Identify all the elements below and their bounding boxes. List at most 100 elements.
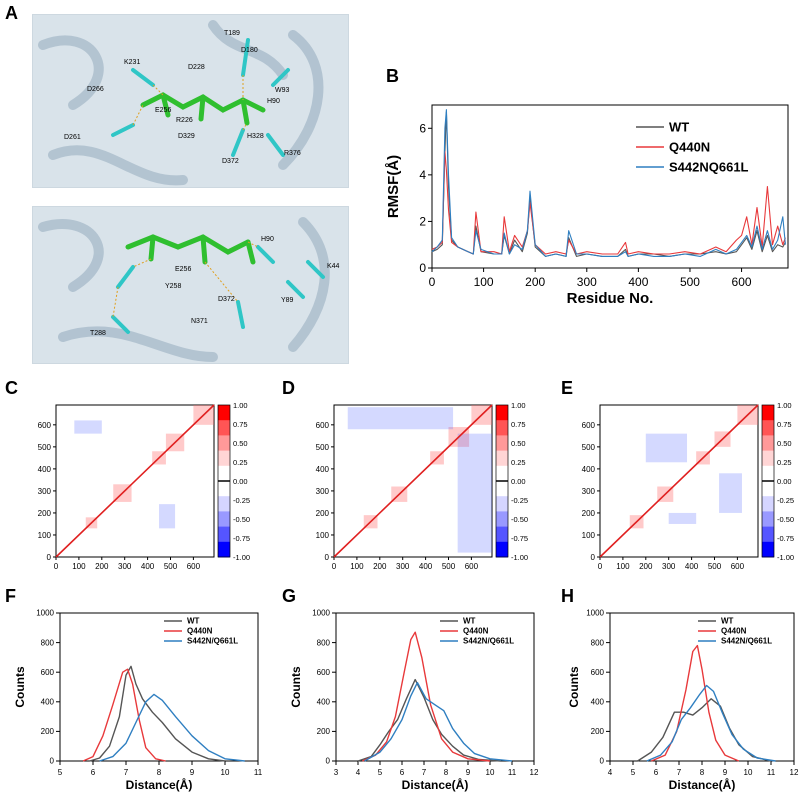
y-tick-label: 4	[419, 168, 426, 182]
legend-label: Q440N	[187, 627, 213, 636]
y-tick-label: 600	[317, 668, 331, 677]
y-tick-label: 1000	[586, 609, 604, 618]
y-tick-label: 800	[317, 638, 331, 647]
residue-label: D266	[87, 86, 104, 93]
legend-label: S442N/Q661L	[721, 637, 772, 646]
x-tick-label: 11	[508, 768, 517, 777]
y-tick-label: 100	[38, 531, 52, 540]
residue-label: D329	[178, 133, 195, 140]
colorbar-segment	[496, 450, 508, 467]
colorbar-segment	[218, 450, 230, 467]
y-tick-label: 200	[317, 727, 331, 736]
x-axis-label: Distance(Å)	[126, 777, 193, 792]
series-line	[431, 111, 786, 257]
distance-histogram-g: 3 4 5 6 7 8 9 10 11 12 0 200 400 600 800 1000 Distance(Å…	[289, 609, 539, 792]
x-tick-label: 6	[654, 768, 659, 777]
residue-label: R226	[176, 117, 193, 124]
colorbar-tick-label: 0.00	[777, 477, 792, 486]
colorbar-tick-label: 0.75	[511, 420, 526, 429]
x-tick-label: 600	[732, 275, 752, 289]
structure-bottom-image	[32, 206, 349, 364]
x-tick-label: 11	[767, 768, 776, 777]
colorbar-segment	[762, 511, 774, 528]
y-tick-label: 1000	[36, 609, 54, 618]
y-tick-label: 0	[47, 553, 52, 562]
series-line	[362, 631, 491, 762]
negative-block	[719, 473, 742, 513]
x-tick-label: 500	[680, 275, 700, 289]
structure-top-drawing	[38, 20, 324, 186]
x-tick-label: 300	[662, 562, 676, 571]
negative-block	[645, 433, 688, 463]
x-tick-label: 200	[525, 275, 545, 289]
colorbar-segment	[496, 435, 508, 452]
y-tick-label: 0	[600, 757, 605, 766]
y-tick-label: 500	[38, 443, 52, 452]
colorbar-tick-label: -0.50	[511, 515, 528, 524]
y-tick-label: 600	[591, 668, 605, 677]
y-tick-label: 200	[41, 727, 55, 736]
negative-block	[74, 420, 102, 434]
colorbar-segment	[762, 420, 774, 436]
series-line	[646, 684, 776, 762]
colorbar-segment	[762, 450, 774, 467]
colorbar-segment	[218, 496, 230, 512]
legend-label: Q440N	[463, 627, 489, 636]
x-tick-label: 100	[72, 562, 86, 571]
panel-label-a: A	[5, 3, 18, 23]
colorbar-segment	[762, 541, 774, 558]
x-tick-label: 10	[744, 768, 753, 777]
legend-label: S442N/Q661L	[187, 637, 238, 646]
panel-label-f: F	[5, 586, 16, 606]
legend-label: S442NQ661L	[669, 159, 749, 174]
panel-label-e: E	[561, 378, 574, 398]
x-tick-label: 3	[334, 768, 339, 777]
x-tick-label: 11	[254, 768, 263, 777]
residue-label: T189	[224, 30, 240, 37]
x-tick-label: 100	[350, 562, 364, 571]
correlation-map-s442n-q661l: 0 100 200 300 400 500 600 0 100 200 300 400 500 600 1.…	[582, 401, 794, 571]
y-tick-label: 100	[582, 531, 596, 540]
panel-label-c: C	[5, 378, 18, 398]
colorbar-segment	[218, 511, 230, 528]
colorbar-tick-label: -0.50	[233, 515, 250, 524]
rmsf-chart: 0 100 200 300 400 500 600 0 2 4 6 Residue No. RMSF(Å…	[385, 104, 789, 307]
y-axis-label: RMSF(Å)	[385, 155, 402, 218]
colorbar-segment	[218, 481, 230, 497]
x-tick-label: 4	[356, 768, 361, 777]
colorbar-segment	[218, 435, 230, 452]
colorbar-tick-label: -1.00	[233, 553, 250, 562]
y-tick-label: 500	[582, 443, 596, 452]
colorbar-segment	[496, 405, 508, 421]
x-tick-label: 6	[91, 768, 96, 777]
x-axis-label: Distance(Å)	[402, 777, 469, 792]
residue-label: D372	[222, 158, 239, 165]
y-tick-label: 200	[591, 727, 605, 736]
y-tick-label: 100	[316, 531, 330, 540]
residue-label: N371	[191, 318, 208, 325]
y-tick-label: 1000	[312, 609, 330, 618]
residue-label: E256	[175, 266, 192, 273]
y-tick-label: 0	[591, 553, 596, 562]
colorbar-tick-label: 0.50	[233, 439, 248, 448]
residue-label: H328	[247, 133, 264, 140]
x-tick-label: 300	[118, 562, 132, 571]
y-axis-label: Counts	[567, 666, 581, 708]
structure-bottom-drawing	[38, 217, 330, 362]
x-tick-label: 0	[598, 562, 603, 571]
colorbar-segment	[218, 526, 230, 543]
structure-top-image	[32, 14, 349, 188]
x-tick-label: 9	[723, 768, 728, 777]
colorbar-tick-label: 1.00	[777, 401, 792, 410]
residue-label: D261	[64, 134, 81, 141]
diagonal-line	[333, 404, 493, 558]
colorbar-tick-label: -0.75	[511, 534, 528, 543]
y-tick-label: 300	[38, 487, 52, 496]
residue-label: Y258	[165, 283, 182, 290]
x-tick-label: 7	[124, 768, 129, 777]
legend-label: WT	[187, 617, 200, 626]
colorbar-segment	[496, 511, 508, 528]
negative-block	[159, 504, 176, 529]
y-tick-label: 0	[325, 553, 330, 562]
x-tick-label: 400	[685, 562, 699, 571]
